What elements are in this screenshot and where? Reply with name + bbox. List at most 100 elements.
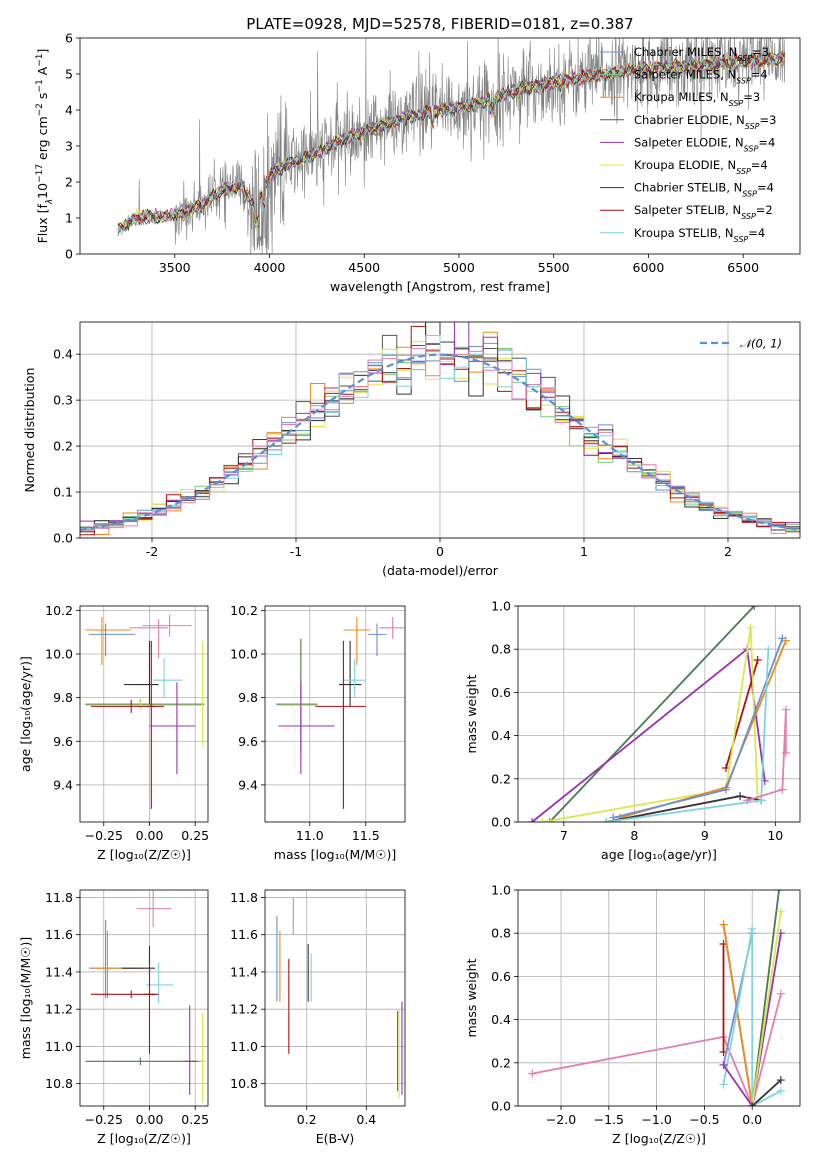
axes: 7 8 9 10 0.0 0.2 0.4 0.6 0.8 1.0 age [log₁₀(age/yr… — [464, 599, 801, 862]
legend-subscript: SSP — [736, 76, 751, 85]
y-tick-label: 0 — [65, 247, 73, 262]
plot-area — [276, 616, 404, 809]
x-tick-label: 0.25 — [181, 1112, 209, 1127]
errorbar-point — [315, 640, 366, 809]
y-tick-label: 0.8 — [491, 926, 511, 941]
weight-marker — [757, 796, 766, 805]
errorbar-point — [368, 623, 386, 657]
weight-marker — [721, 785, 730, 794]
legend-subscript: SSP — [745, 121, 760, 130]
x-tick-label: −0.25 — [85, 1112, 123, 1127]
y-tick-label: 10.8 — [230, 1076, 258, 1091]
x-axis-label: wavelength [Angstrom, rest frame] — [330, 279, 550, 294]
weight-series — [609, 634, 787, 822]
errorbar-point — [379, 616, 404, 639]
axes-frame — [517, 605, 801, 823]
legend-entry: Salpeter MILES, NSSP=4 — [634, 68, 768, 86]
grid — [265, 890, 405, 1106]
x-tick-label: −1.0 — [641, 1112, 671, 1127]
legend-entry: 𝒩(0, 1) — [740, 337, 782, 351]
legend-subscript: SSP — [736, 167, 751, 176]
weight-marker — [781, 748, 790, 757]
axes-frame — [79, 321, 801, 539]
errorbar-point — [142, 614, 192, 637]
x-tick-label: 11.5 — [352, 828, 380, 843]
y-tick-label: 11.8 — [230, 890, 258, 905]
y-axis-label: mass [log₁₀(M/M☉)] — [18, 937, 33, 1059]
x-tick-label: 9 — [701, 828, 709, 843]
y-tick-label: 11.2 — [45, 1002, 73, 1017]
legend-suffix: =4 — [748, 226, 765, 240]
x-tick-label: -1 — [290, 544, 302, 559]
weight-marker — [602, 818, 611, 822]
legend-suffix: =3 — [752, 45, 769, 59]
legend-text: Chabrier ELODIE, N — [634, 113, 745, 127]
legend-text: Kroupa ELODIE, N — [634, 158, 736, 172]
y-tick-label: 11.8 — [45, 890, 73, 905]
x-tick-label: 0.2 — [297, 1112, 317, 1127]
y-axis-label: Normed distribution — [22, 368, 37, 493]
plot-area — [80, 322, 800, 536]
axes: −0.25 0.00 0.25 9.4 9.6 9.8 10.0 10.2 Z [log₁₀(Z… — [18, 603, 209, 862]
legend-text: Chabrier MILES, N — [634, 45, 737, 59]
errorbar-point — [198, 640, 207, 746]
x-tick-label: 6000 — [633, 260, 665, 275]
x-axis-label: age [log₁₀(age/yr)] — [601, 847, 717, 862]
x-tick-label: −1.5 — [594, 1112, 624, 1127]
legend-text: Salpeter MILES, N — [634, 68, 736, 82]
legend-entry: Kroupa MILES, NSSP=3 — [634, 90, 760, 108]
legend-suffix: =3 — [743, 90, 760, 104]
legend-subscript: SSP — [734, 234, 749, 243]
weight-marker — [753, 656, 762, 664]
y-label-part: −1 — [35, 79, 45, 92]
weight-marker — [719, 920, 728, 929]
weight-series — [602, 645, 773, 822]
x-tick-label: 0.00 — [136, 828, 164, 843]
y-label-part: 10 — [35, 183, 50, 199]
panel-age_vs_mass: 11.0 11.5 9.4 9.6 9.8 10.0 10.2 mass [log₁₀(M/M… — [230, 603, 406, 862]
y-axis-label: age [log₁₀(age/yr)] — [18, 656, 33, 772]
weight-marker — [719, 1080, 728, 1089]
grid — [265, 606, 405, 822]
y-axis-label: mass weight — [464, 958, 479, 1037]
y-tick-label: 0.8 — [491, 642, 511, 657]
legend-subscript: SSP — [737, 54, 752, 63]
weight-line — [549, 606, 755, 822]
weight-series — [719, 940, 728, 1056]
errorbar-point — [149, 682, 196, 774]
y-tick-label: 1.0 — [491, 883, 511, 898]
y-tick-label: 0.0 — [491, 815, 511, 830]
y-tick-label: 11.6 — [230, 927, 258, 942]
weight-line — [722, 933, 782, 1106]
errorbar-point — [153, 658, 183, 698]
weight-series — [748, 1076, 785, 1106]
weight-series — [719, 920, 757, 1106]
plot-area — [85, 614, 207, 809]
errorbar-point — [136, 890, 172, 928]
axes-frame — [79, 37, 801, 255]
axes: -2 -1 0 1 2 0.0 0.1 0.2 0.3 0.4 (data-model)/error… — [22, 321, 801, 578]
y-label-part: −1 — [35, 54, 45, 67]
y-tick-label: 0.2 — [53, 439, 73, 454]
y-label-part: s — [35, 93, 50, 104]
y-label-part: A — [35, 66, 50, 79]
legend-subscript: SSP — [729, 99, 744, 108]
x-axis-label: E(B-V) — [316, 1131, 355, 1146]
legend-suffix: =2 — [756, 203, 773, 217]
y-label-part: −17 — [35, 164, 45, 183]
legend-text: Salpeter ELODIE, N — [634, 135, 744, 149]
weight-marker — [719, 1060, 728, 1069]
y-tick-label: 0.4 — [491, 728, 511, 743]
gaussian-curve — [80, 353, 800, 531]
x-tick-label: 5000 — [443, 260, 475, 275]
errorbar-point — [278, 682, 335, 774]
weight-marker — [538, 818, 547, 822]
y-axis-label: mass weight — [464, 674, 479, 753]
x-tick-label: 5500 — [538, 260, 570, 275]
legend-entry: Kroupa STELIB, NSSP=4 — [634, 226, 765, 244]
errorbar-point — [343, 616, 371, 665]
panel-weight_vs_age: 7 8 9 10 0.0 0.2 0.4 0.6 0.8 1.0 age [log₁₀(age/yr… — [464, 599, 801, 862]
weight-marker — [750, 606, 759, 610]
y-tick-label: 0.2 — [491, 1055, 511, 1070]
y-tick-label: 11.2 — [230, 1002, 258, 1017]
